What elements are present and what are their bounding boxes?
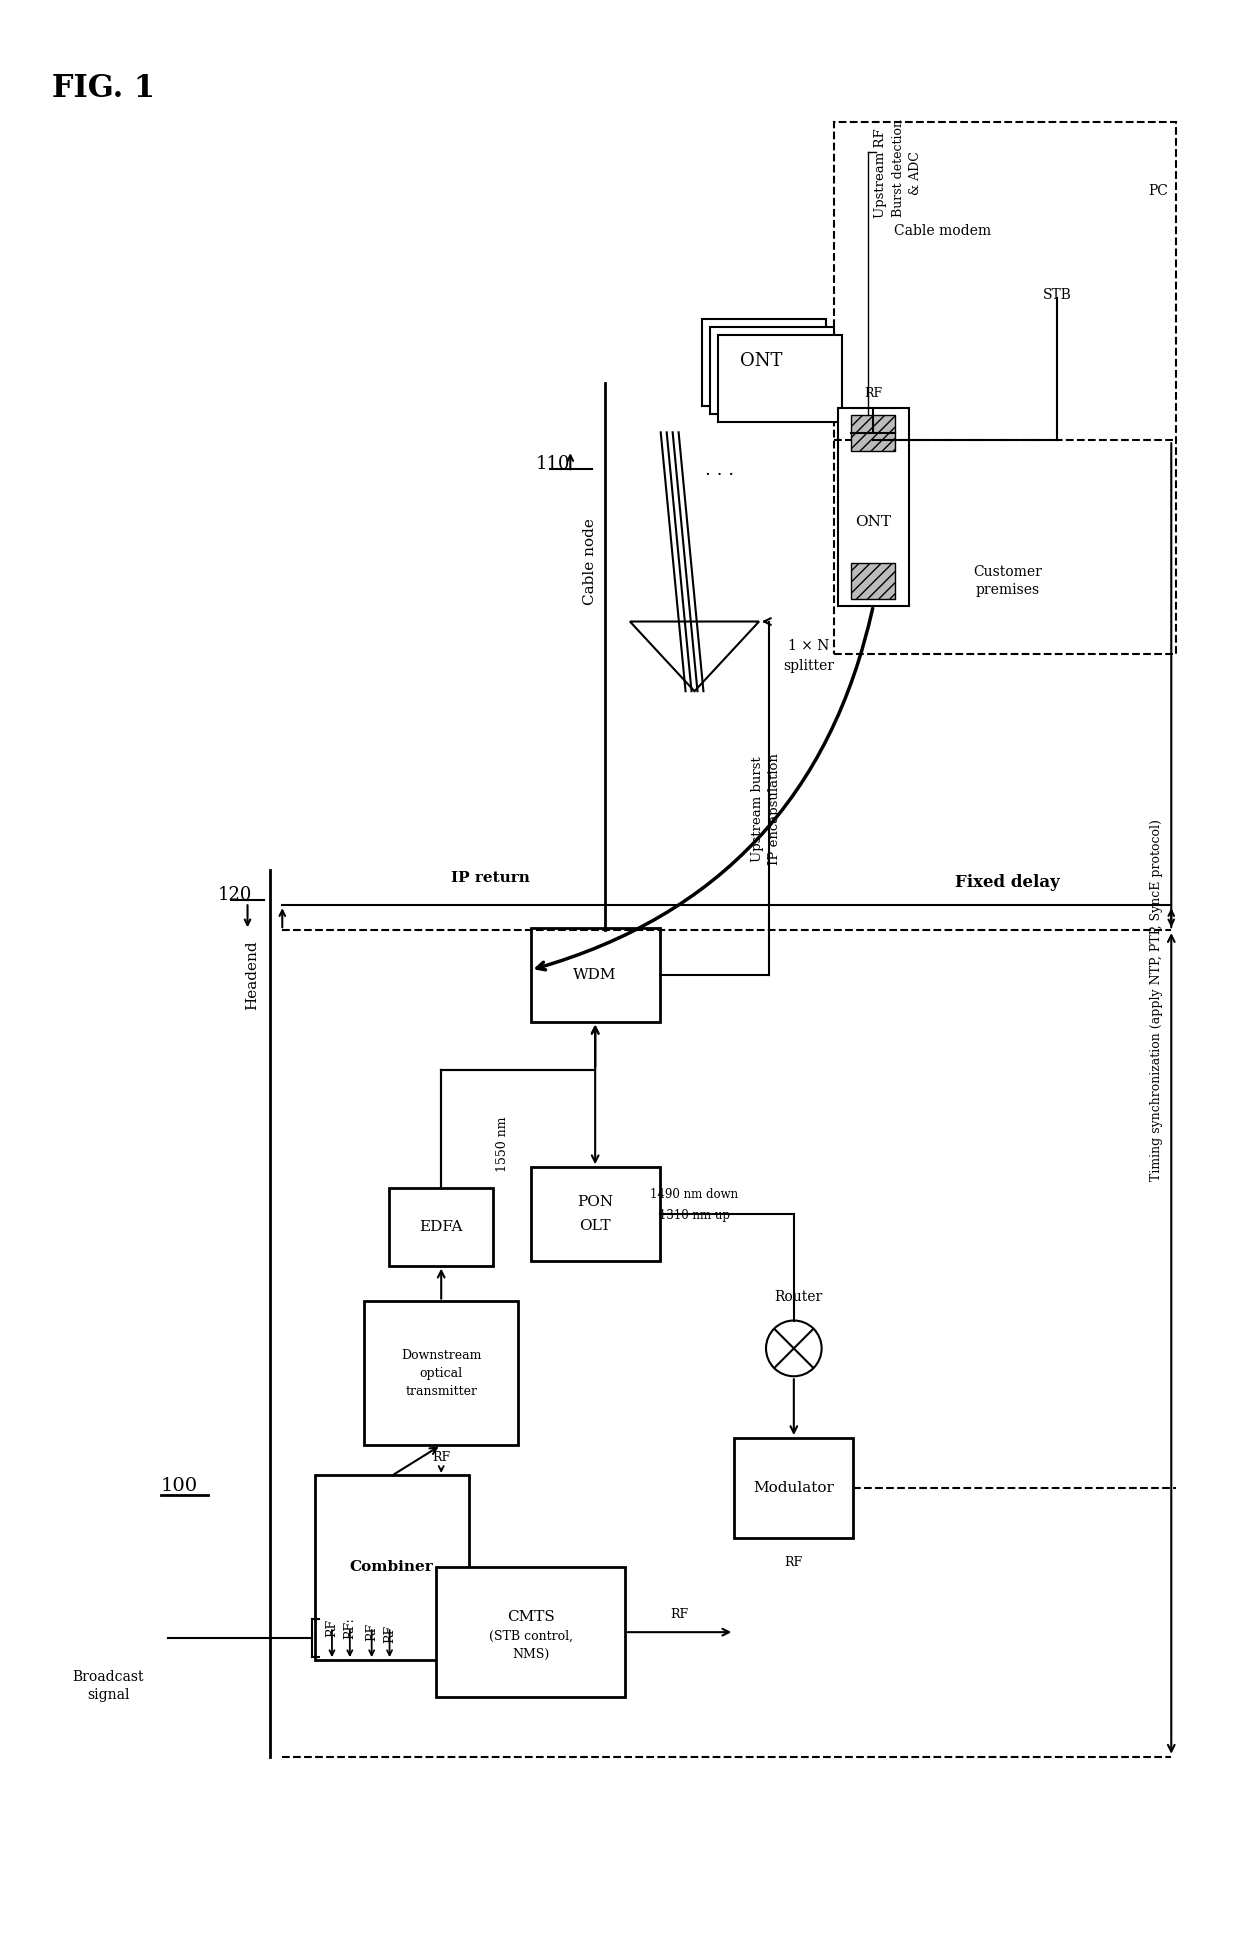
Text: RF:: RF:	[343, 1617, 356, 1639]
Text: Cable node: Cable node	[583, 518, 598, 605]
Text: CMTS: CMTS	[507, 1609, 554, 1625]
Text: Cable modem: Cable modem	[894, 224, 991, 237]
Text: 1550 nm: 1550 nm	[496, 1117, 510, 1171]
Text: 100: 100	[161, 1477, 198, 1495]
Text: RF: RF	[433, 1452, 450, 1465]
Text: STB: STB	[1043, 288, 1071, 302]
Text: Burst detection: Burst detection	[892, 119, 905, 218]
Text: ONT: ONT	[856, 516, 892, 529]
Text: Upstream RF: Upstream RF	[874, 128, 887, 218]
Text: Router: Router	[775, 1290, 823, 1304]
Text: WDM: WDM	[573, 967, 618, 983]
Text: Fixed delay: Fixed delay	[955, 874, 1060, 891]
Text: RF: RF	[785, 1557, 802, 1568]
Text: IP encapsulation: IP encapsulation	[769, 753, 781, 864]
Text: 1 × N: 1 × N	[789, 640, 830, 654]
Text: Timing synchronization (apply NTP, PTP, SyncE protocol): Timing synchronization (apply NTP, PTP, …	[1149, 819, 1163, 1181]
Text: . . .: . . .	[704, 461, 734, 479]
Text: Modulator: Modulator	[754, 1481, 835, 1495]
Bar	[709, 327, 835, 414]
Text: premises: premises	[976, 582, 1039, 597]
Text: RF: RF	[366, 1623, 378, 1640]
Bar	[734, 1438, 853, 1537]
Text: 120: 120	[218, 885, 252, 905]
Bar	[718, 335, 842, 422]
Bar	[531, 928, 660, 1022]
Text: transmitter: transmitter	[405, 1386, 477, 1397]
Text: OLT: OLT	[579, 1218, 611, 1234]
Text: ONT: ONT	[740, 352, 782, 370]
Text: FIG. 1: FIG. 1	[52, 74, 155, 105]
Text: & ADC: & ADC	[909, 152, 923, 195]
Text: splitter: splitter	[784, 660, 835, 673]
Bar	[365, 1302, 518, 1446]
Bar	[531, 1168, 660, 1261]
Text: 1310 nm up: 1310 nm up	[658, 1210, 730, 1222]
Bar	[389, 1189, 494, 1265]
Text: RF: RF	[671, 1607, 688, 1621]
Text: Customer: Customer	[973, 564, 1042, 578]
Text: RF: RF	[325, 1619, 339, 1637]
Text: PC: PC	[1148, 185, 1168, 198]
Text: 110: 110	[536, 455, 570, 473]
Bar	[315, 1475, 469, 1660]
Text: 1490 nm down: 1490 nm down	[651, 1187, 739, 1201]
Text: Broadcast: Broadcast	[73, 1670, 144, 1683]
Text: IP return: IP return	[451, 872, 531, 885]
Text: RF: RF	[864, 387, 883, 401]
Text: Headend: Headend	[246, 940, 259, 1010]
Bar	[702, 319, 826, 407]
Bar	[436, 1567, 625, 1697]
Text: NMS): NMS)	[512, 1648, 549, 1660]
Text: Combiner: Combiner	[350, 1561, 434, 1574]
Text: Upstream burst: Upstream burst	[750, 755, 764, 862]
Text: (STB control,: (STB control,	[489, 1629, 573, 1642]
Bar	[833, 123, 1177, 654]
Text: PON: PON	[577, 1195, 614, 1208]
Text: signal: signal	[87, 1687, 130, 1703]
Text: EDFA: EDFA	[419, 1220, 463, 1234]
Text: RF: RF	[383, 1625, 396, 1642]
Bar	[852, 414, 895, 451]
Text: Downstream: Downstream	[401, 1349, 481, 1362]
Text: optical: optical	[419, 1366, 463, 1380]
Bar	[852, 562, 895, 599]
Bar	[837, 409, 909, 605]
